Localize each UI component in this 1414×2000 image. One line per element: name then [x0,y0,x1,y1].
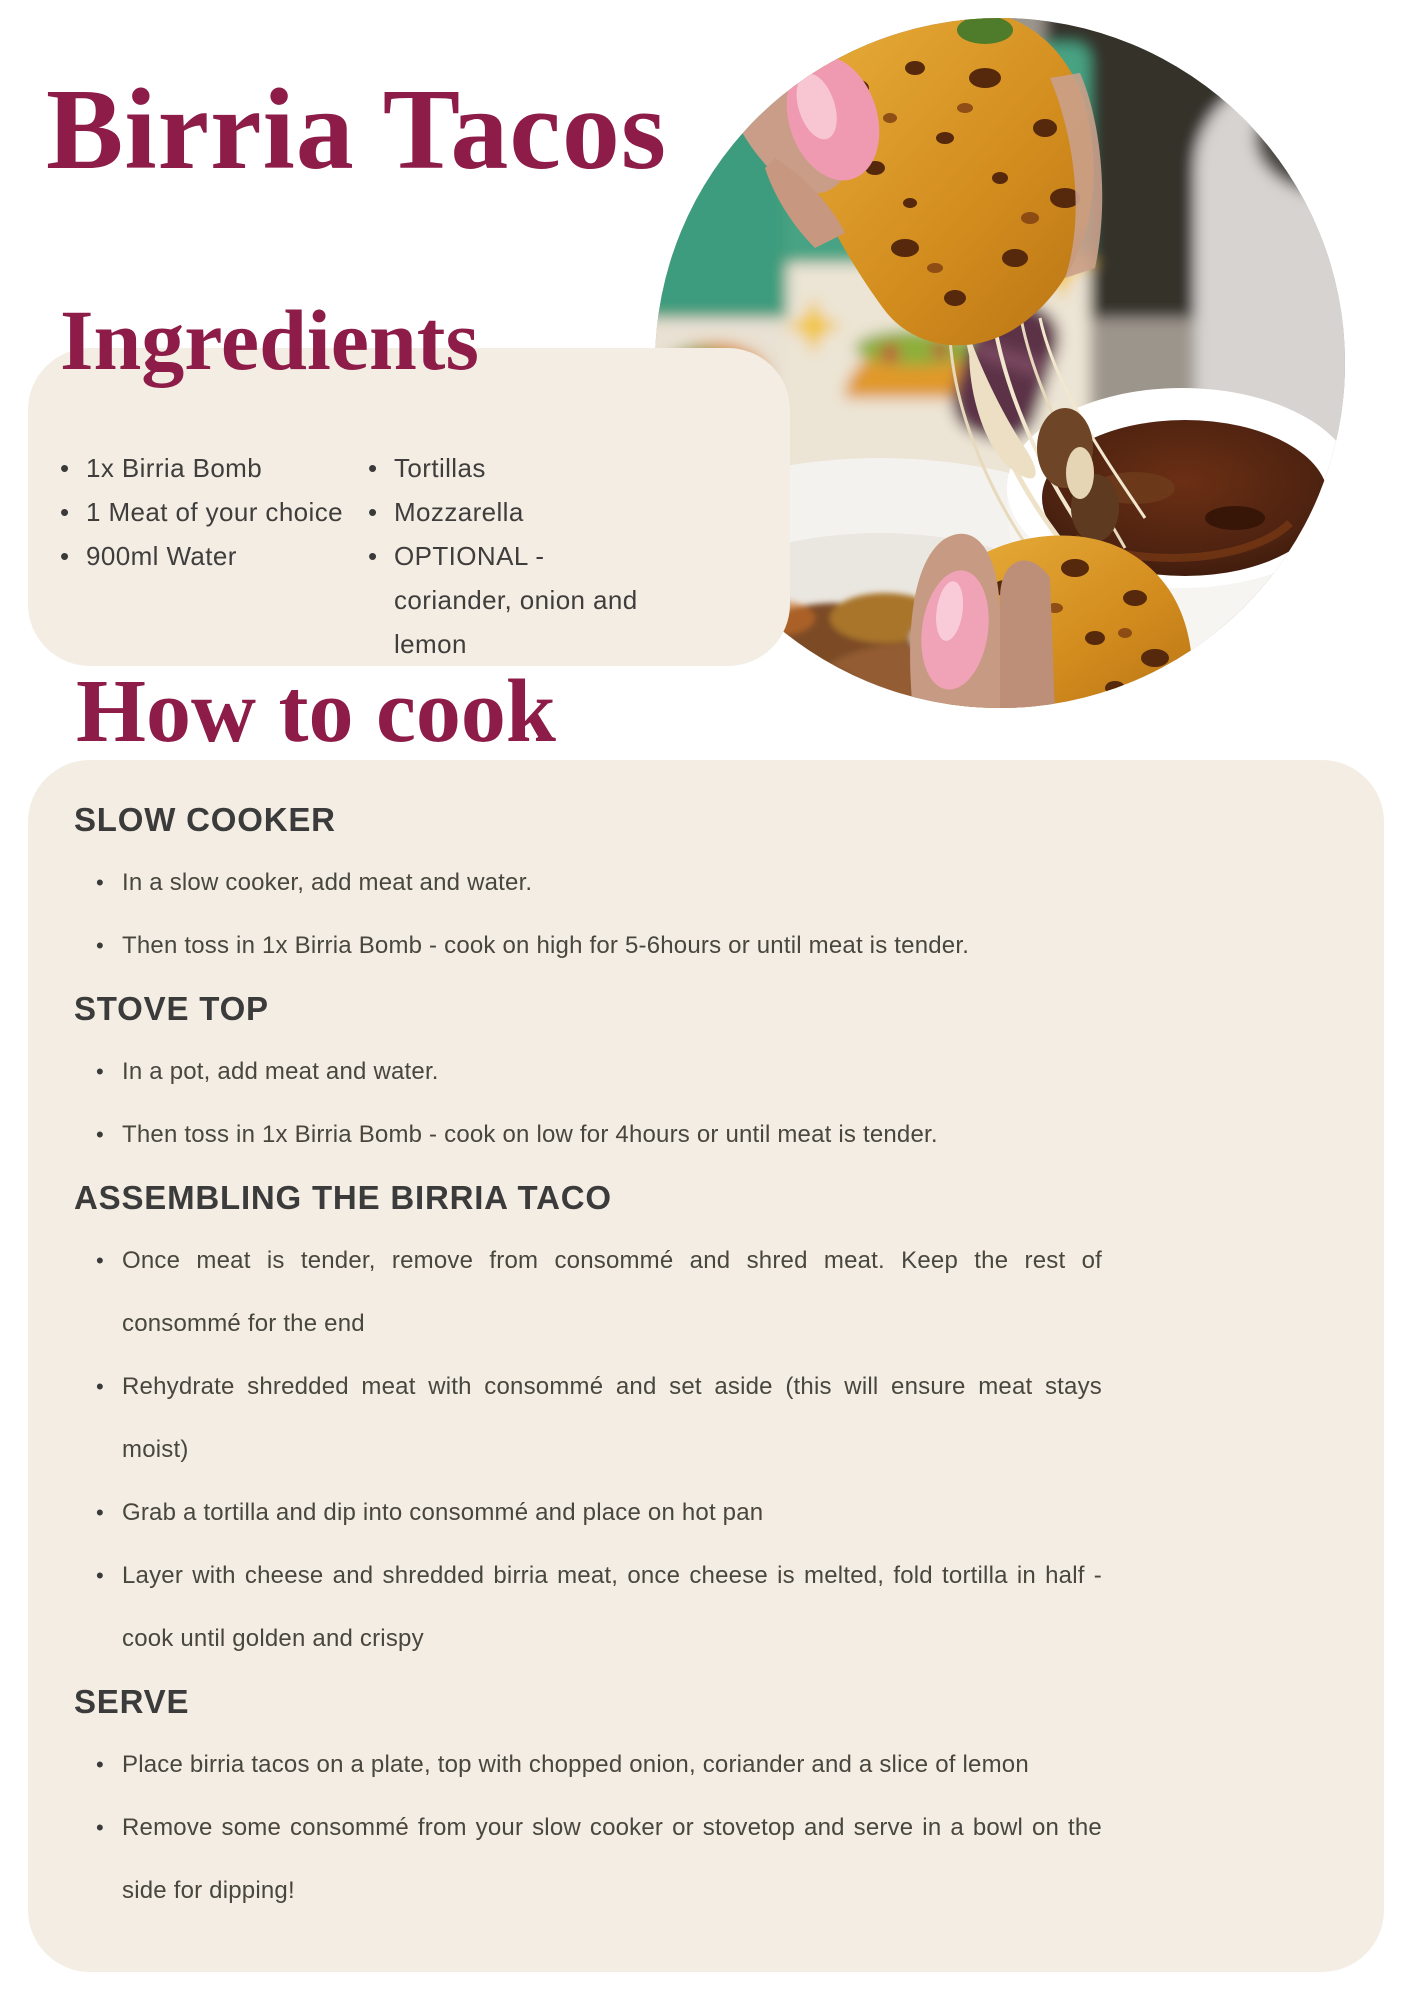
bullet-icon: • [96,1248,104,1273]
instruction-step: • Once meat is tender, remove from consom… [96,1229,1384,1355]
ingredient-item: • 1x Birria Bomb [60,446,343,490]
ingredient-item: • Mozzarella [368,490,668,534]
bullet-icon: • [60,453,70,483]
bullet-icon: • [96,933,104,958]
section-title-serve: SERVE [74,1683,190,1720]
instruction-step: • Remove some consommé from your slow coo… [96,1796,1384,1922]
instruction-step: • Place birria tacos on a plate, top with… [96,1733,1384,1796]
bullet-icon: • [60,497,70,527]
instruction-step: • Then toss in 1x Birria Bomb - cook on l… [96,1103,1384,1166]
bullet-icon: • [96,1563,104,1588]
instruction-step: • In a slow cooker, add meat and water. [96,851,1384,914]
how-to-cook-heading: How to cook [76,662,556,761]
section-title-stove-top: STOVE TOP [74,990,269,1027]
ingredients-list-right: • Tortillas • Mozzarella • OPTIONAL - coria… [368,446,668,666]
instruction-step: • Layer with cheese and shredded birria m… [96,1544,1384,1670]
step-text: Then toss in 1x Birria Bomb - cook on hi… [122,932,970,959]
step-text: In a pot, add meat and water. [122,1058,439,1085]
bullet-icon: • [368,453,378,483]
step-text: Remove some consommé from your slow cook… [122,1814,1102,1904]
taco-top [716,18,1103,346]
step-text: Once meat is tender, remove from consomm… [122,1247,1102,1337]
ingredients-heading: Ingredients [60,292,479,388]
step-text: Layer with cheese and shredded birria me… [122,1562,1102,1652]
bullet-icon: • [368,541,378,571]
ingredient-text: OPTIONAL - coriander, onion and lemon [394,541,638,659]
instruction-step: • Grab a tortilla and dip into consommé a… [96,1481,1384,1544]
step-text: In a slow cooker, add meat and water. [122,869,533,896]
section-title-slow-cooker: SLOW COOKER [74,801,336,838]
ingredients-list-left: • 1x Birria Bomb • 1 Meat of your choice •… [60,446,343,578]
instructions-panel: SLOW COOKER • In a slow cooker, add meat … [28,760,1384,1972]
ingredient-text: 900ml Water [86,541,237,571]
instruction-step: • Rehydrate shredded meat with consommé a… [96,1355,1384,1481]
step-text: Then toss in 1x Birria Bomb - cook on lo… [122,1121,938,1148]
ingredient-text: 1x Birria Bomb [86,453,263,483]
ingredient-item: • Tortillas [368,446,668,490]
taco-bottom [910,533,1193,708]
ingredient-item: • 1 Meat of your choice [60,490,343,534]
bullet-icon: • [96,1059,104,1084]
bullet-icon: • [96,870,104,895]
bullet-icon: • [368,497,378,527]
bullet-icon: • [96,1815,104,1840]
bullet-icon: • [96,1122,104,1147]
ingredient-text: Tortillas [394,453,486,483]
page-title: Birria Tacos [46,66,668,194]
step-text: Place birria tacos on a plate, top with … [122,1751,1029,1778]
bullet-icon: • [60,541,70,571]
recipe-photo: Bomb SEASONING BOMB TACOS AT HOME [655,18,1345,708]
step-text: Rehydrate shredded meat with consommé an… [122,1373,1102,1463]
ingredients-panel [28,348,790,666]
instruction-step: • Then toss in 1x Birria Bomb - cook on h… [96,914,1384,977]
ingredient-text: Mozzarella [394,497,524,527]
ingredient-text: 1 Meat of your choice [86,497,343,527]
bullet-icon: • [96,1752,104,1777]
ingredient-item: • 900ml Water [60,534,343,578]
ingredient-item: • OPTIONAL - coriander, onion and lemon [368,534,668,666]
step-text: Grab a tortilla and dip into consommé an… [122,1499,764,1526]
bullet-icon: • [96,1500,104,1525]
instruction-step: • In a pot, add meat and water. [96,1040,1384,1103]
recipe-photo-illustration: Bomb SEASONING BOMB TACOS AT HOME [655,18,1345,708]
section-title-assembling: ASSEMBLING THE BIRRIA TACO [74,1179,612,1216]
bullet-icon: • [96,1374,104,1399]
